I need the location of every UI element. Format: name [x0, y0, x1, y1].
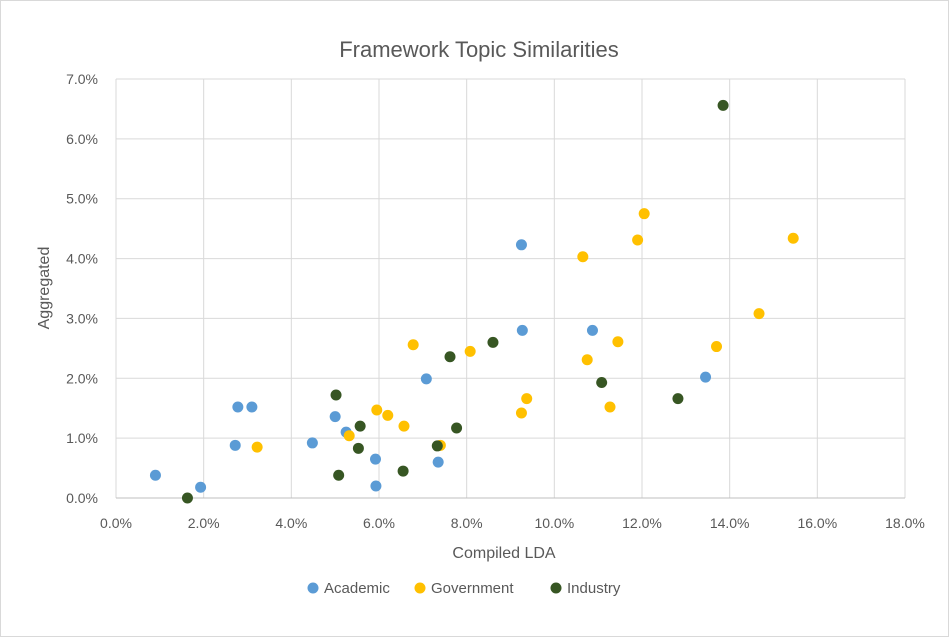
industry-point — [717, 99, 729, 111]
government-point — [251, 441, 263, 453]
industry-point — [397, 465, 409, 477]
industry-point — [451, 422, 463, 434]
industry-point — [487, 336, 499, 348]
y-axis-title: Aggregated — [36, 247, 53, 330]
industry-point — [444, 351, 456, 363]
government-point — [382, 409, 394, 421]
y-axis-tick-labels: 0.0% 1.0% 2.0% 3.0% 4.0% 5.0% 6.0% 7.0% — [66, 71, 98, 506]
industry-point — [333, 469, 345, 481]
gridlines — [115, 78, 906, 498]
x-tick-label: 8.0% — [451, 515, 483, 531]
y-tick-label: 7.0% — [66, 71, 98, 87]
legend-label-government: Government — [431, 580, 514, 597]
y-tick-label: 0.0% — [66, 490, 98, 506]
government-point — [787, 232, 799, 244]
academic-point — [432, 456, 444, 468]
legend-label-industry: Industry — [567, 580, 621, 597]
industry-point — [181, 492, 193, 504]
government-point — [464, 345, 476, 357]
x-axis-title: Compiled LDA — [452, 545, 555, 562]
x-axis-tick-labels: 0.0% 2.0% 4.0% 6.0% 8.0% 10.0% 12.0% 14.0% 16.0%… — [100, 515, 925, 531]
y-tick-label: 6.0% — [66, 131, 98, 147]
government-point — [604, 401, 616, 413]
industry-point — [431, 440, 443, 452]
x-tick-label: 6.0% — [363, 515, 395, 531]
x-tick-label: 14.0% — [710, 515, 750, 531]
government-point — [407, 339, 419, 351]
government-point — [577, 251, 589, 263]
government-point — [515, 407, 527, 419]
academic-point — [229, 439, 241, 451]
industry-point — [354, 420, 366, 432]
government-point — [371, 404, 383, 416]
academic-point — [369, 453, 381, 465]
academic-point — [700, 371, 712, 383]
x-tick-label: 18.0% — [885, 515, 925, 531]
y-tick-label: 5.0% — [66, 191, 98, 207]
academic-point — [370, 480, 382, 492]
government-point — [638, 208, 650, 220]
academic-point — [516, 324, 528, 336]
industry-point — [672, 393, 684, 405]
x-tick-label: 2.0% — [188, 515, 220, 531]
government-point — [612, 336, 624, 348]
government-point — [632, 234, 644, 246]
legend-marker-government — [414, 582, 426, 594]
academic-point — [149, 469, 161, 481]
government-point — [753, 308, 765, 320]
academic-point — [329, 411, 341, 423]
legend-marker-industry — [550, 582, 562, 594]
y-tick-label: 3.0% — [66, 310, 98, 326]
y-tick-label: 4.0% — [66, 251, 98, 267]
y-tick-label: 2.0% — [66, 370, 98, 386]
academic-point — [420, 373, 432, 385]
chart-title: Framework Topic Similarities — [339, 37, 619, 62]
x-tick-label: 10.0% — [534, 515, 574, 531]
academic-point — [586, 324, 598, 336]
x-tick-label: 4.0% — [275, 515, 307, 531]
academic-point — [306, 437, 318, 449]
x-tick-label: 12.0% — [622, 515, 662, 531]
industry-point — [330, 389, 342, 401]
legend-marker-academic — [307, 582, 319, 594]
academic-point — [195, 481, 207, 493]
legend-label-academic: Academic — [324, 580, 390, 597]
industry-point — [352, 442, 364, 454]
government-point — [398, 420, 410, 432]
government-point — [343, 430, 355, 442]
government-point — [711, 341, 723, 353]
x-tick-label: 16.0% — [797, 515, 837, 531]
data-points — [149, 99, 799, 504]
x-tick-label: 0.0% — [100, 515, 132, 531]
industry-point — [596, 376, 608, 388]
academic-point — [246, 401, 258, 413]
academic-point — [515, 239, 527, 251]
government-point — [521, 393, 533, 405]
government-point — [581, 354, 593, 366]
legend: Academic Government Industry — [307, 580, 621, 597]
academic-point — [232, 401, 244, 413]
y-tick-label: 1.0% — [66, 430, 98, 446]
